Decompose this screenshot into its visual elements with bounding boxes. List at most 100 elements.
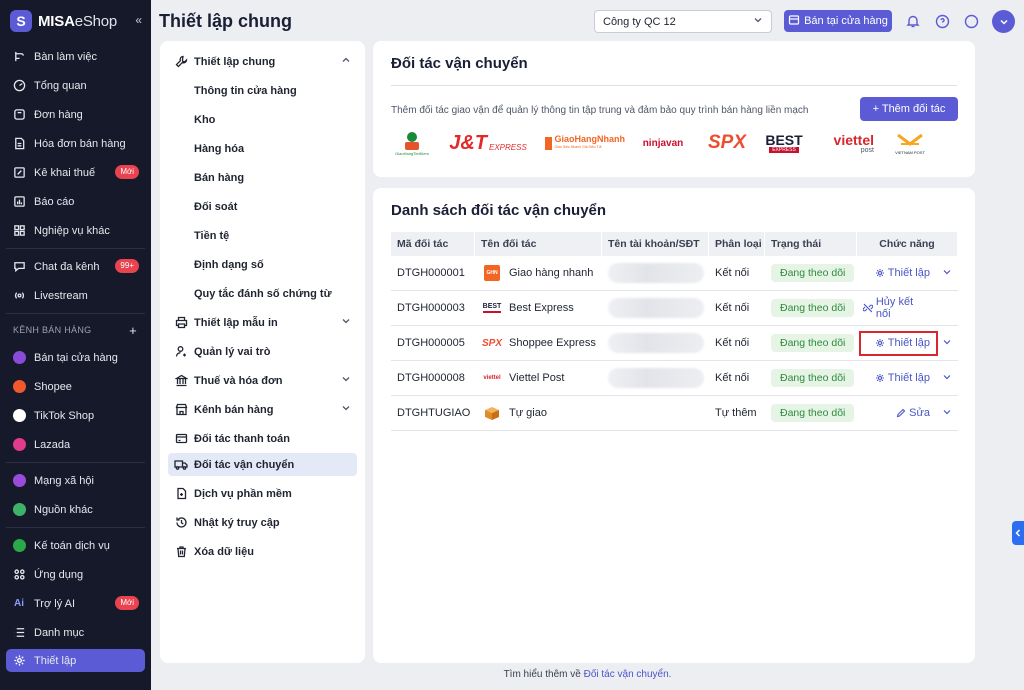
highlight-box (859, 330, 938, 356)
settings-item-print-templates[interactable]: Thiết lập mẫu in (160, 308, 365, 337)
partner-type: Kết nối (715, 372, 750, 384)
settings-item-number-format[interactable]: Định dạng số (194, 258, 264, 271)
chevron-down-icon[interactable] (942, 372, 952, 385)
settings-item-sales[interactable]: Bán hàng (194, 171, 245, 184)
chevron-down-icon (341, 316, 351, 329)
sidebar-item-catalog[interactable]: Danh mục (0, 618, 151, 647)
apps-icon (12, 568, 26, 582)
header: Thiết lập chung Công ty QC 12 Bán tại cử… (151, 0, 1024, 42)
chevron-down-icon (753, 15, 763, 28)
col-header-actions: Chức năng (857, 232, 958, 256)
ghn-text: GiaoHangNhanh (554, 134, 625, 144)
list-icon (12, 626, 26, 640)
sidebar-item-accounting[interactable]: Kế toán dịch vụ (0, 531, 151, 560)
bell-icon[interactable] (905, 13, 921, 29)
status-badge: Đang theo dõi (771, 404, 855, 422)
sidebar-item-pos[interactable]: Bán tại cửa hàng (0, 343, 151, 372)
partner-type: Kết nối (715, 337, 750, 349)
partner-list-card: Danh sách đối tác vận chuyển Mã đối tác … (373, 188, 975, 663)
settings-item-warehouse[interactable]: Kho (194, 113, 216, 126)
setup-link[interactable]: Thiết lập (875, 337, 930, 349)
sidebar-item-label: Lazada (34, 438, 71, 451)
add-partner-label: + Thêm đối tác (872, 103, 946, 115)
store-icon (174, 403, 188, 417)
sidebar-item-other[interactable]: Nghiệp vụ khác (0, 216, 151, 245)
action-label: Thiết lập (887, 372, 930, 384)
account-cell (602, 291, 709, 326)
chevron-down-icon[interactable] (942, 337, 952, 350)
wrench-icon (174, 55, 188, 69)
menu-label: Đối tác thanh toán (194, 432, 290, 445)
sidebar-item-overview[interactable]: Tổng quan (0, 71, 151, 100)
sidebar-item-reports[interactable]: Báo cáo (0, 187, 151, 216)
collapse-sidebar-icon[interactable]: « (135, 13, 142, 27)
settings-group-general[interactable]: Thiết lập chung (160, 47, 365, 76)
chevron-down-icon[interactable] (942, 407, 952, 420)
footer-link[interactable]: Đối tác vận chuyển. (583, 669, 672, 680)
settings-item-sales-channels[interactable]: Kênh bán hàng (160, 395, 365, 424)
sidebar-item-label: Báo cáo (34, 195, 75, 208)
brand[interactable]: S MISAeShop (0, 0, 151, 42)
ghtk-logo: GiaoHangTietKiem (391, 127, 433, 159)
disconnect-link[interactable]: Hủy kết nối (863, 296, 930, 320)
sidebar-item-invoices[interactable]: Hóa đơn bán hàng (0, 129, 151, 158)
add-channel-icon[interactable]: + (129, 322, 137, 338)
sidebar-item-label: TikTok Shop (34, 409, 95, 422)
settings-item-roles[interactable]: Quản lý vai trò (160, 337, 365, 366)
actions-cell: Hủy kết nối (857, 291, 958, 326)
setup-link[interactable]: Thiết lập (875, 372, 930, 384)
settings-item-tax-invoice[interactable]: Thuế và hóa đơn (160, 366, 365, 395)
edit-link[interactable]: Sửa (896, 407, 930, 419)
footer: Tìm hiểu thêm về Đối tác vận chuyển. (151, 669, 1024, 680)
store-button-label: Bán tại cửa hàng (804, 15, 888, 27)
settings-item-access-log[interactable]: Nhật ký truy cập (160, 508, 365, 537)
chevron-down-icon[interactable] (942, 267, 952, 280)
settings-menu: Thiết lập chung Thông tin cửa hàng Kho H… (160, 41, 365, 663)
sidebar-item-workspace[interactable]: Bàn làm việc (0, 42, 151, 71)
side-panel-toggle[interactable] (1012, 521, 1024, 545)
setup-link[interactable]: Thiết lập (875, 267, 930, 279)
sidebar-item-tax[interactable]: Kê khai thuế Mới (0, 158, 151, 187)
sidebar-item-apps[interactable]: Ứng dụng (0, 560, 151, 589)
settings-item-delete-data[interactable]: Xóa dữ liệu (160, 537, 365, 566)
sidebar-item-chat[interactable]: Chat đa kênh 99+ (0, 252, 151, 281)
sidebar-item-livestream[interactable]: Livestream (0, 281, 151, 310)
settings-item-payment-partners[interactable]: Đối tác thanh toán (160, 424, 365, 453)
avatar[interactable] (992, 10, 1015, 33)
more-icon[interactable] (963, 13, 979, 29)
bank-icon (174, 374, 188, 388)
settings-item-reconciliation[interactable]: Đối soát (194, 200, 238, 213)
partner-name-cell: Tự giao (475, 396, 602, 431)
sidebar-item-other-source[interactable]: Nguồn khác (0, 495, 151, 524)
sidebar-item-orders[interactable]: Đơn hàng (0, 100, 151, 129)
sidebar-item-shopee[interactable]: Shopee (0, 372, 151, 401)
help-icon[interactable] (934, 13, 950, 29)
sidebar-item-social[interactable]: Mạng xã hội (0, 466, 151, 495)
settings-item-software-services[interactable]: Dịch vụ phần mềm (160, 479, 365, 508)
ninjavan-text: ninjavan (642, 137, 684, 149)
card-title: Đối tác vận chuyển (391, 55, 528, 72)
truck-icon (174, 458, 188, 472)
settings-item-numbering-rules[interactable]: Quy tắc đánh số chứng từ (194, 287, 332, 300)
menu-label: Thiết lập mẫu in (194, 316, 278, 329)
settings-item-shipping-partners[interactable]: Đối tác vận chuyển (168, 453, 357, 476)
chevron-down-icon (999, 19, 1008, 25)
company-select[interactable]: Công ty QC 12 (594, 10, 772, 33)
partner-name-cell: SPX Shoppee Express (475, 326, 602, 361)
sidebar-item-lazada[interactable]: Lazada (0, 430, 151, 459)
partner-name-cell: BEST Best Express (475, 291, 602, 326)
settings-item-currency[interactable]: Tiền tệ (194, 229, 230, 242)
sell-at-store-button[interactable]: Bán tại cửa hàng (784, 10, 892, 32)
lazada-icon (12, 438, 26, 452)
add-partner-button[interactable]: + Thêm đối tác (860, 97, 958, 121)
settings-item-store-info[interactable]: Thông tin cửa hàng (194, 84, 297, 97)
settings-item-goods[interactable]: Hàng hóa (194, 142, 245, 155)
group-label: Thiết lập chung (194, 55, 276, 68)
col-header-type: Phân loại (709, 232, 765, 256)
vnpost-text: VIETNAM POST (895, 149, 925, 155)
gauge-icon (12, 79, 26, 93)
sidebar-item-settings[interactable]: Thiết lập (6, 649, 145, 672)
sidebar-item-label: Kê khai thuế (34, 166, 96, 179)
sidebar-item-ai[interactable]: Ai Trợ lý AI Mới (0, 589, 151, 618)
sidebar-item-tiktok[interactable]: TikTok Shop (0, 401, 151, 430)
